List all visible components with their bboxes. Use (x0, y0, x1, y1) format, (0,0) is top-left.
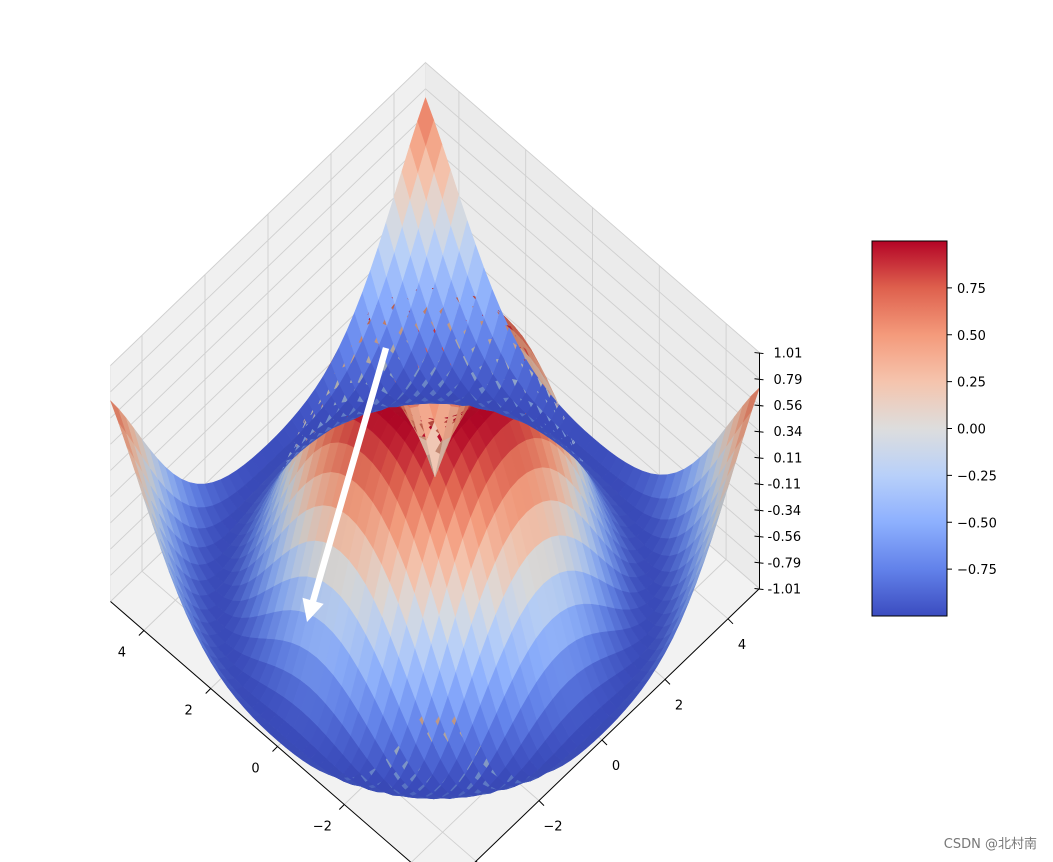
z-tick (754, 430, 764, 433)
z-tick-label: 0.56 (774, 399, 803, 414)
grid-line (425, 193, 760, 484)
colorbar-tick-label: −0.50 (957, 516, 997, 531)
colorbar-tick-label: 0.50 (957, 329, 986, 344)
y-tick (727, 618, 734, 625)
x-tick (205, 688, 212, 694)
z-tick (754, 588, 764, 590)
colorbar-tick-label: 0.25 (957, 376, 986, 391)
y-tick-label: 2 (675, 698, 683, 713)
grid-line (110, 167, 426, 471)
grid-line (110, 114, 426, 419)
x-tick-label: 4 (118, 646, 126, 661)
grid-line (110, 193, 426, 497)
colorbar: −0.75 −0.50 −0.25 0.00 0.25 0.50 0.75 (871, 240, 997, 617)
x-tick-label: 0 (251, 762, 259, 777)
x-tick (272, 746, 278, 752)
z-tick (754, 483, 764, 486)
x-tick-label: 2 (185, 704, 193, 719)
z-tick (754, 561, 764, 564)
grid-line (110, 62, 426, 366)
surface-patch (743, 387, 760, 422)
annotation-arrow (302, 347, 390, 622)
z-tick (754, 456, 764, 459)
z-tick-label: 0.11 (774, 451, 803, 466)
z-tick (754, 404, 764, 407)
watermark: CSDN @北村南 (943, 837, 1037, 852)
grid-line (425, 167, 760, 458)
z-tick-label: 0.34 (774, 425, 803, 440)
z-tick-label: -0.11 (768, 478, 802, 493)
z-tick (754, 352, 764, 355)
y-tick-label: 4 (738, 638, 746, 653)
z-tick-label: -0.56 (768, 530, 802, 545)
y-tick-label: 0 (612, 759, 620, 774)
grid-line (110, 140, 426, 445)
colorbar-scale (871, 240, 948, 617)
z-tick (754, 378, 764, 381)
z-tick-label: -0.34 (768, 504, 802, 519)
arrow-shape (302, 347, 390, 622)
y-tick (538, 800, 545, 806)
colorbar-tick-label: 0.75 (957, 282, 986, 297)
z-tick-label: -1.01 (768, 583, 802, 598)
z-tick-label: 0.79 (774, 373, 803, 388)
colorbar-tick-label: −0.25 (957, 469, 997, 484)
grid-line (425, 62, 760, 353)
z-axis: -1.01 -0.79 -0.56 -0.34 -0.11 0.11 0.34 0.56 0.7… (754, 347, 803, 598)
x-tick (338, 804, 345, 810)
x-tick-label: −2 (313, 820, 332, 835)
grid-line (425, 114, 760, 406)
colorbar-tick-label: 0.00 (957, 423, 986, 438)
y-tick (664, 679, 671, 685)
z-tick-label: -0.79 (768, 556, 802, 571)
grid-line (425, 140, 760, 432)
surface (110, 96, 760, 800)
z-tick-label: 1.01 (774, 347, 803, 362)
y-tick (601, 739, 608, 746)
colorbar-tick-label: −0.75 (957, 563, 997, 578)
grid-line (425, 88, 760, 380)
y-tick-label: −2 (543, 820, 562, 835)
z-tick (754, 509, 764, 512)
x-tick (138, 630, 145, 636)
grid-line (110, 88, 426, 393)
z-tick (754, 535, 764, 538)
